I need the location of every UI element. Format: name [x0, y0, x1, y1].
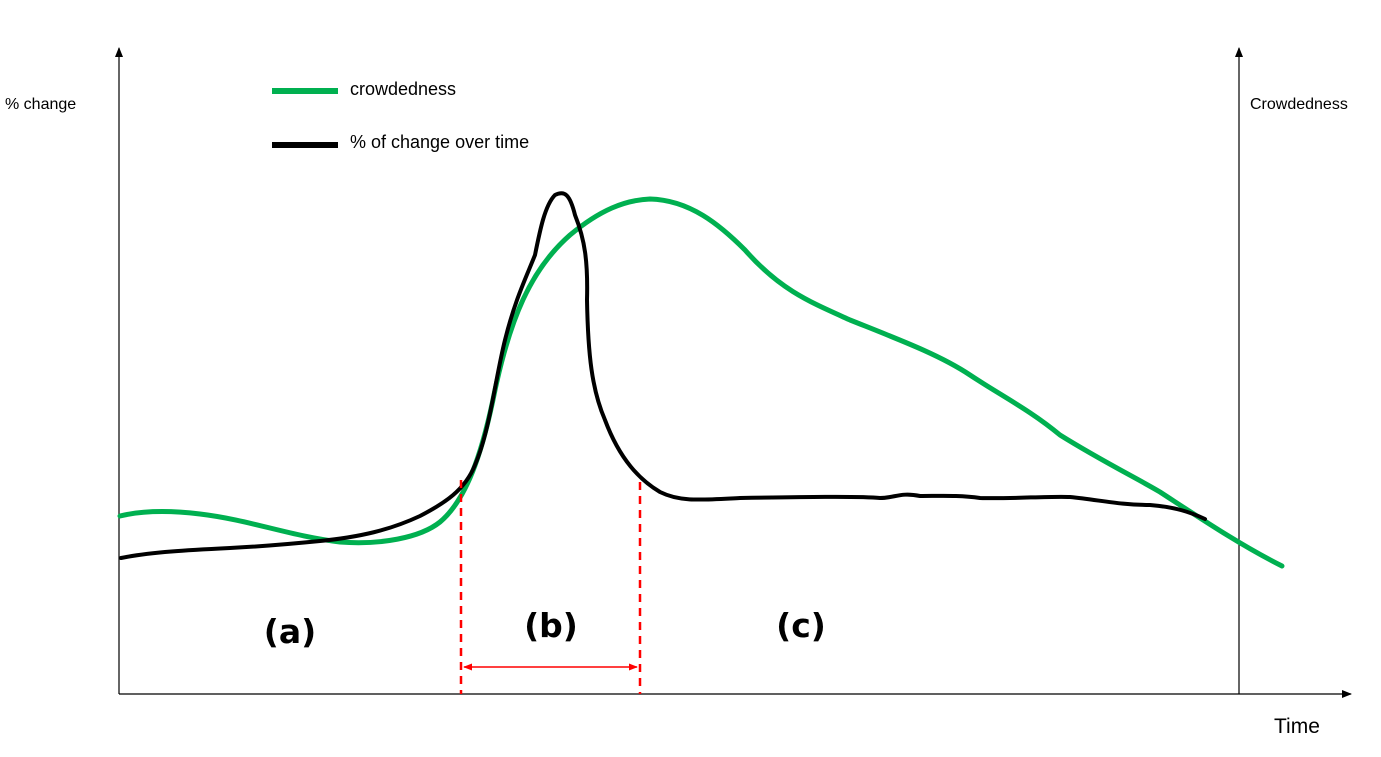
legend: crowdedness % of change over time: [272, 79, 529, 152]
legend-crowdedness-label: crowdedness: [350, 79, 456, 99]
legend-change-label: % of change over time: [350, 132, 529, 152]
crowdedness-curve: [117, 196, 1285, 569]
region-a-label: (a): [264, 612, 316, 651]
region-b-label: (b): [524, 606, 578, 645]
region-c-label: (c): [776, 606, 826, 645]
change-over-time-curve: [119, 191, 1207, 560]
left-axis-label: % change: [5, 96, 76, 113]
x-axis-label: Time: [1274, 715, 1320, 738]
right-axis-label: Crowdedness: [1250, 96, 1348, 113]
